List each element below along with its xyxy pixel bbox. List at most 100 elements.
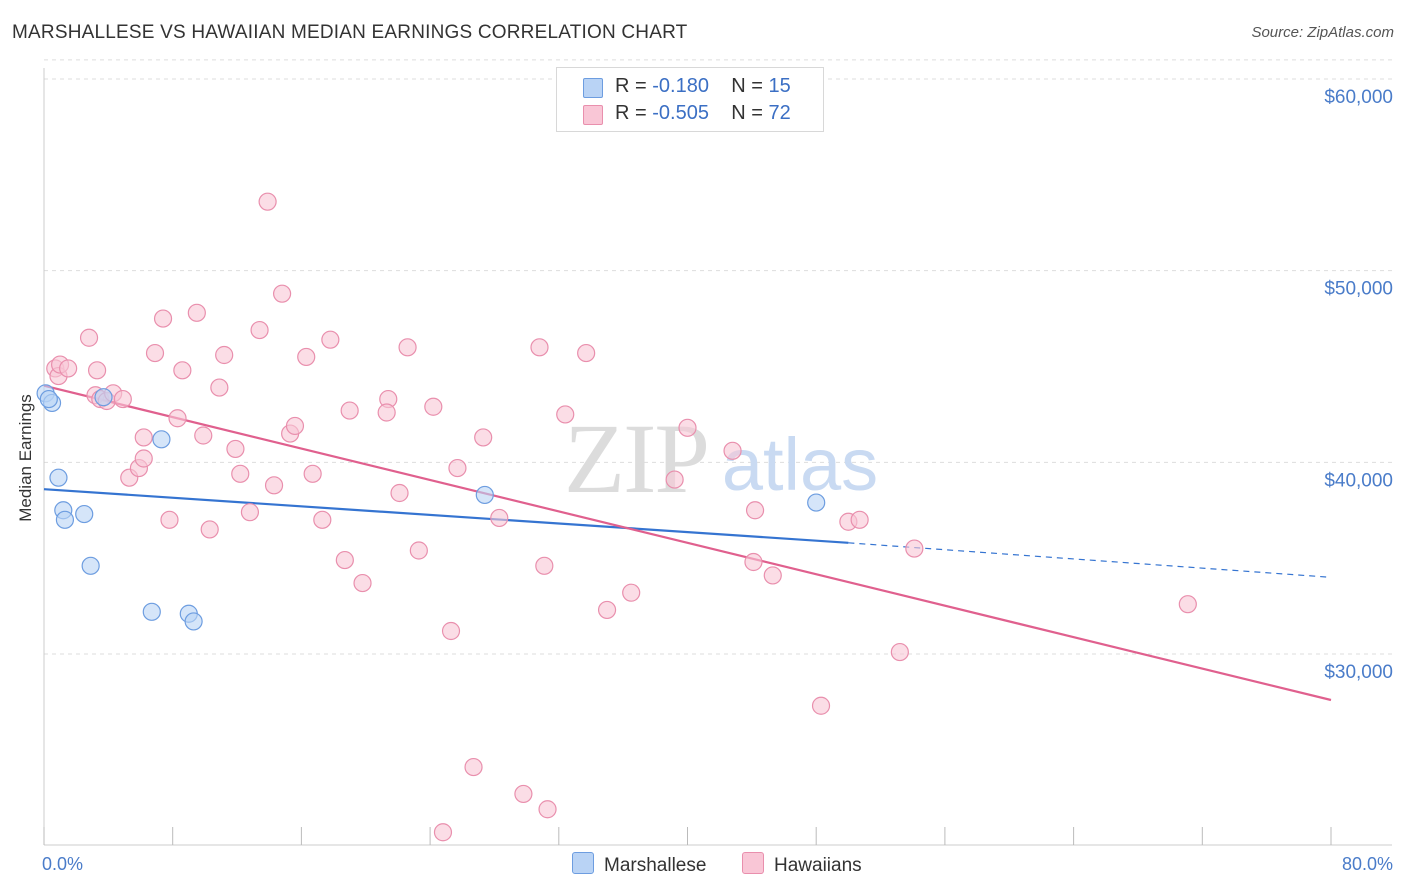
hawaiian-point (285, 416, 305, 436)
hawaiian-point (59, 359, 78, 378)
hawaiian-point (321, 330, 340, 349)
marshallese-point (142, 602, 161, 621)
hawaiian-point (745, 501, 765, 520)
hawaiian-point (763, 566, 782, 585)
y-tick-label: $60,000 (1324, 87, 1393, 108)
hawaiian-point (577, 343, 596, 363)
legend-r-value: -0.180 (652, 75, 709, 97)
source-label: Source: ZipAtlas.com (1251, 24, 1394, 41)
marshallese-point (39, 389, 58, 409)
legend-n-value: 15 (768, 75, 791, 97)
hawaiian-point (240, 503, 260, 522)
hawaiian-point (194, 426, 213, 445)
bottom-legend-hawaiians: Hawaiians (742, 852, 862, 877)
hawaiian-point (538, 800, 557, 819)
x-tick-label-min: 0.0% (42, 854, 83, 874)
hawaiian-point (665, 470, 684, 489)
legend-r-label: R = (615, 102, 647, 124)
hawaiian-point (850, 510, 869, 529)
hawaiian-point (160, 510, 179, 529)
chart-title: MARSHALLESE VS HAWAIIAN MEDIAN EARNINGS … (12, 22, 688, 43)
hawaiian-point (303, 464, 322, 483)
hawaiian-point (744, 552, 763, 572)
hawaiian-point (231, 464, 250, 483)
hawaiian-point (811, 696, 831, 715)
marshallese-point (184, 612, 203, 631)
hawaiian-point (297, 347, 316, 367)
marshallese-trend-line (43, 488, 849, 544)
marshallese-point (49, 468, 68, 487)
hawaiian-point (353, 573, 372, 593)
marshallese-point (152, 430, 171, 449)
marshallese-point (475, 485, 494, 505)
hawaiian-point (514, 784, 533, 804)
hawaiian-point (272, 284, 292, 303)
marshallese-point (94, 388, 113, 407)
marshallese-point (75, 504, 94, 524)
hawaiian-point (258, 192, 277, 211)
legend-n-label: N = (731, 102, 763, 124)
marshallese-legend-swatch (572, 852, 594, 874)
hawaiian-point (335, 550, 354, 570)
watermark-atlas: atlas (722, 423, 878, 506)
hawaiian-point (905, 539, 924, 558)
hawaiian-point (210, 378, 229, 397)
correlation-legend: R = -0.180 N = 15 R = -0.505 N = 72 (556, 67, 824, 132)
hawaiian-point (313, 510, 332, 529)
hawaiian-point (226, 439, 245, 459)
hawaiian-point (597, 600, 617, 620)
hawaiian-point (134, 428, 153, 447)
hawaiian-point (530, 338, 549, 357)
hawaiian-point (1178, 595, 1197, 614)
hawaiians-legend-swatch (742, 852, 764, 874)
legend-r-value: -0.505 (652, 102, 709, 124)
hawaiian-point (79, 328, 99, 347)
hawaiian-point (622, 583, 641, 602)
hawaiians-swatch (583, 105, 603, 125)
hawaiian-point (153, 309, 173, 328)
hawaiian-point (145, 343, 165, 363)
hawaiian-point (250, 320, 269, 340)
hawaiian-point (556, 405, 575, 424)
x-tick-label-max: 80.0% (1342, 854, 1393, 874)
hawaiian-point (678, 418, 697, 437)
hawaiian-point (264, 476, 284, 495)
hawaiian-point (424, 397, 443, 416)
marshallese-legend-label: Marshallese (604, 855, 707, 876)
y-tick-label: $30,000 (1324, 662, 1393, 683)
hawaiian-point (441, 621, 461, 641)
marshallese-trend-extension (848, 542, 1332, 578)
y-tick-label: $40,000 (1324, 470, 1393, 491)
hawaiian-point (377, 403, 396, 422)
marshallese-point (807, 493, 826, 512)
hawaiian-trend-line (43, 384, 1332, 702)
watermark: ZIP atlas (564, 403, 878, 514)
hawaiian-point (340, 401, 359, 420)
hawaiian-point (390, 483, 409, 503)
hawaiian-point (398, 338, 417, 357)
y-axis-label: Median Earnings (16, 394, 35, 522)
hawaiian-point (433, 823, 453, 842)
hawaiian-point (168, 409, 187, 428)
bottom-legend-marshallese: Marshallese (572, 852, 706, 877)
marshallese-point (81, 556, 100, 575)
hawaiian-point (448, 458, 467, 478)
hawaiian-point (490, 508, 509, 528)
legend-n-label: N = (731, 75, 763, 97)
hawaiian-point (200, 520, 219, 539)
hawaiian-point (723, 441, 742, 460)
hawaiian-point (173, 361, 192, 380)
legend-r-label: R = (615, 75, 647, 97)
grid-lines (44, 59, 1392, 655)
hawaiians-legend-label: Hawaiians (774, 855, 862, 876)
hawaiian-point (409, 541, 428, 560)
axes (43, 68, 1392, 846)
y-tick-label: $50,000 (1324, 279, 1393, 300)
hawaiian-point (535, 556, 554, 575)
trend-lines (43, 384, 1332, 702)
hawaiian-point (113, 389, 132, 409)
axis-labels: $30,000 $40,000 $50,000 $60,000 0.0% 80.0% Med… (16, 87, 1393, 874)
legend-n-value: 72 (768, 102, 791, 124)
marshallese-swatch (583, 78, 603, 98)
